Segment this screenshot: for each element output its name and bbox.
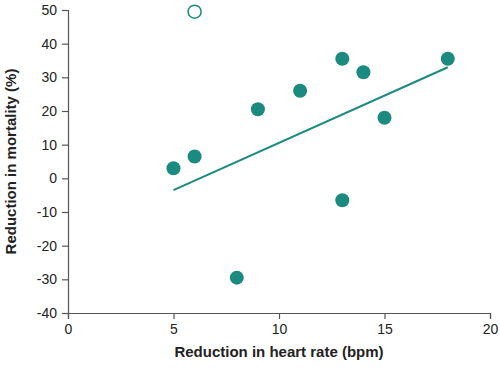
tick-mark xyxy=(62,44,68,45)
tick-mark xyxy=(62,212,68,213)
tick-label: 20 xyxy=(41,103,57,119)
point xyxy=(378,111,392,125)
point xyxy=(356,65,370,79)
tick-mark xyxy=(62,111,68,112)
trend-line xyxy=(174,67,448,190)
point xyxy=(167,161,181,175)
tick-mark xyxy=(384,313,385,319)
point xyxy=(293,84,307,98)
tick-label: -30 xyxy=(37,271,57,287)
tick: 30 xyxy=(41,69,68,85)
tick-mark xyxy=(62,77,68,78)
tick: -40 xyxy=(37,305,68,321)
tick: 10 xyxy=(41,137,68,153)
chart: 0 5 10 15 20 -40 -30 -20 -10 0 10 20 30 40 50 Reduction… xyxy=(0,0,500,375)
point xyxy=(335,193,349,207)
point xyxy=(230,271,244,285)
tick-label: 50 xyxy=(41,2,57,18)
tick-label: -40 xyxy=(37,305,57,321)
tick-mark xyxy=(62,279,68,280)
tick: 10 xyxy=(272,313,288,337)
tick-label: 10 xyxy=(41,137,57,153)
tick: -30 xyxy=(37,271,68,287)
tick: 40 xyxy=(41,36,68,52)
tick-label: 20 xyxy=(483,321,499,337)
point xyxy=(335,52,349,66)
tick: 20 xyxy=(41,103,68,119)
tick-mark xyxy=(62,10,68,11)
tick-mark xyxy=(62,313,68,314)
x-axis: 0 5 10 15 20 xyxy=(65,313,499,337)
tick-mark xyxy=(62,178,68,179)
tick: 0 xyxy=(65,313,73,337)
point xyxy=(251,102,265,116)
point xyxy=(188,149,202,163)
tick-label: -20 xyxy=(37,238,57,254)
point xyxy=(188,5,201,18)
tick-label: 30 xyxy=(41,69,57,85)
tick-mark xyxy=(279,313,280,319)
axis-line xyxy=(62,11,69,314)
tick: 15 xyxy=(377,313,393,337)
x-axis-title: Reduction in heart rate (bpm) xyxy=(174,343,383,360)
tick-label: 0 xyxy=(49,170,57,186)
axis-line xyxy=(69,314,491,320)
tick-label: 5 xyxy=(170,321,178,337)
tick-mark xyxy=(173,313,174,319)
tick: -20 xyxy=(37,238,68,254)
tick: 5 xyxy=(170,313,178,337)
plot: 0 5 10 15 20 -40 -30 -20 -10 0 10 20 30 40 50 xyxy=(37,2,499,337)
tick: 20 xyxy=(483,313,499,337)
tick-label: 15 xyxy=(377,321,393,337)
tick: 50 xyxy=(41,2,68,18)
tick-mark xyxy=(62,145,68,146)
y-axis: -40 -30 -20 -10 0 10 20 30 40 50 xyxy=(37,2,69,321)
y-axis-title: Reduction in mortality (%) xyxy=(2,69,19,255)
tick: 0 xyxy=(49,170,68,186)
tick-label: 40 xyxy=(41,36,57,52)
tick-mark xyxy=(490,313,491,319)
tick-label: 0 xyxy=(65,321,73,337)
tick: -10 xyxy=(37,204,68,220)
tick-mark xyxy=(62,246,68,247)
tick-label: -10 xyxy=(37,204,57,220)
tick-label: 10 xyxy=(272,321,288,337)
marks xyxy=(167,5,455,284)
point xyxy=(441,52,455,66)
